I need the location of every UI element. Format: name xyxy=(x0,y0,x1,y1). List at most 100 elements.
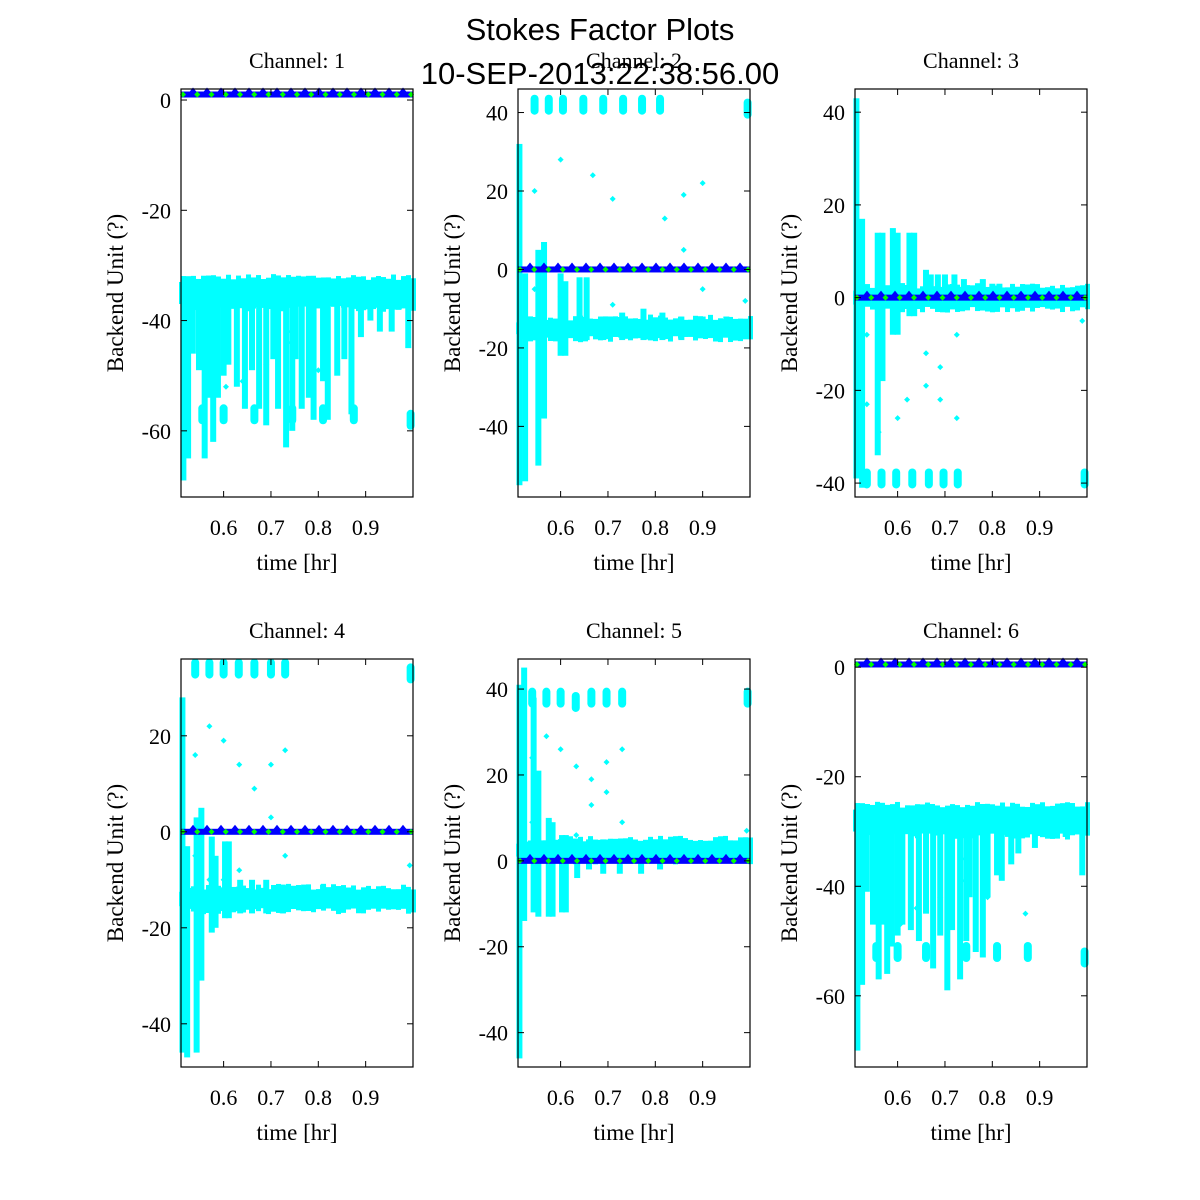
y-tick-label: 40 xyxy=(486,101,508,126)
data-spike xyxy=(320,293,327,382)
fit-marker xyxy=(968,661,974,668)
fit-marker xyxy=(616,266,623,273)
data-point xyxy=(284,328,291,335)
x-tick-label: 0.7 xyxy=(594,1085,622,1110)
data-point xyxy=(619,746,626,753)
data-band-segment xyxy=(975,802,980,836)
data-band-segment xyxy=(688,319,693,337)
data-cluster xyxy=(993,941,1002,962)
model-marker xyxy=(554,853,562,859)
data-band-segment xyxy=(401,276,406,309)
data-spike xyxy=(549,822,556,917)
data-band-segment xyxy=(361,276,366,311)
model-marker xyxy=(961,290,969,296)
data-band-segment xyxy=(1000,802,1005,835)
x-axis-label: time [hr] xyxy=(256,1120,337,1145)
data-spike xyxy=(522,273,529,482)
data-band-segment xyxy=(326,887,331,909)
fit-marker xyxy=(588,266,595,273)
data-cluster xyxy=(205,658,214,679)
data-spike xyxy=(292,293,299,360)
data-cluster xyxy=(556,687,565,708)
data-band-segment xyxy=(306,884,311,911)
data-band-segment xyxy=(391,274,396,310)
data-point xyxy=(875,894,882,901)
panels: 0.6 0.7 0.8 0.9 0 -20 -40 -60 Channel: 1 time [hr… xyxy=(103,48,1090,1145)
model-marker xyxy=(919,657,927,663)
model-marker xyxy=(624,853,632,859)
model-marker xyxy=(1073,290,1081,296)
model-marker xyxy=(1003,657,1011,663)
data-band-segment xyxy=(533,316,538,341)
data-cluster xyxy=(571,691,580,712)
data-point xyxy=(863,331,870,338)
data-band-segment xyxy=(558,319,563,342)
y-tick-label: -60 xyxy=(142,419,171,444)
data-band-segment xyxy=(356,889,361,914)
data-band-segment xyxy=(668,836,673,862)
data-band-segment xyxy=(643,319,648,340)
data-band-segment xyxy=(673,318,678,337)
data-band-segment xyxy=(910,805,915,837)
model-marker xyxy=(582,853,590,859)
fit-marker xyxy=(251,91,258,98)
x-tick-label: 0.6 xyxy=(210,1085,238,1110)
data-spike xyxy=(576,277,583,341)
data-band-segment xyxy=(311,889,316,913)
data-band-segment xyxy=(1075,806,1080,835)
model-marker xyxy=(399,824,407,830)
model-marker xyxy=(203,87,211,93)
data-cluster xyxy=(599,94,608,115)
model-marker xyxy=(301,87,309,93)
data-band-segment xyxy=(246,888,251,910)
model-marker xyxy=(399,87,407,93)
data-point xyxy=(937,833,944,840)
data-point xyxy=(923,350,930,357)
x-axis-label: time [hr] xyxy=(930,1120,1011,1145)
data-band-segment xyxy=(301,885,306,912)
fit-marker xyxy=(925,661,932,668)
data-band-segment xyxy=(356,276,361,312)
fit-marker xyxy=(730,857,737,864)
data-band-segment xyxy=(381,885,386,909)
data-cluster xyxy=(250,658,259,679)
fit-marker xyxy=(279,91,286,98)
fit-marker xyxy=(559,857,566,864)
data-spike xyxy=(899,820,906,925)
figure-subtitle: 10-SEP-2013:22:38:56.00 xyxy=(421,56,780,91)
data-band-segment xyxy=(875,801,880,837)
data-spike xyxy=(863,820,870,892)
panel-title: Channel: 3 xyxy=(923,48,1019,73)
fit-marker xyxy=(1025,661,1031,668)
data-point xyxy=(984,894,991,901)
data-band-segment xyxy=(733,318,738,341)
model-marker xyxy=(708,262,716,268)
data-cluster xyxy=(349,404,358,425)
model-marker xyxy=(526,262,534,268)
fit-marker xyxy=(279,828,286,835)
data-point xyxy=(529,819,536,826)
data-point xyxy=(220,737,227,744)
data-cluster xyxy=(962,941,971,962)
model-marker xyxy=(343,824,351,830)
data-band-segment xyxy=(653,839,658,864)
data-band-segment xyxy=(563,841,568,859)
data-point xyxy=(531,188,538,194)
data-spike xyxy=(963,820,970,942)
fit-marker xyxy=(925,294,932,301)
plot-area xyxy=(853,657,1090,1051)
axes-box xyxy=(854,658,1088,1068)
model-marker xyxy=(1017,657,1025,663)
fit-marker xyxy=(393,91,400,98)
data-band-segment xyxy=(738,837,743,862)
data-band-segment xyxy=(733,840,738,861)
y-tick-label: -20 xyxy=(816,378,845,403)
data-band-segment xyxy=(950,804,955,839)
data-band-segment xyxy=(196,278,201,312)
data-cluster xyxy=(530,94,539,115)
data-spike xyxy=(998,820,1005,881)
data-cluster xyxy=(872,941,881,962)
fit-marker xyxy=(673,266,680,273)
data-band-segment xyxy=(618,838,623,859)
fit-marker xyxy=(559,266,566,273)
